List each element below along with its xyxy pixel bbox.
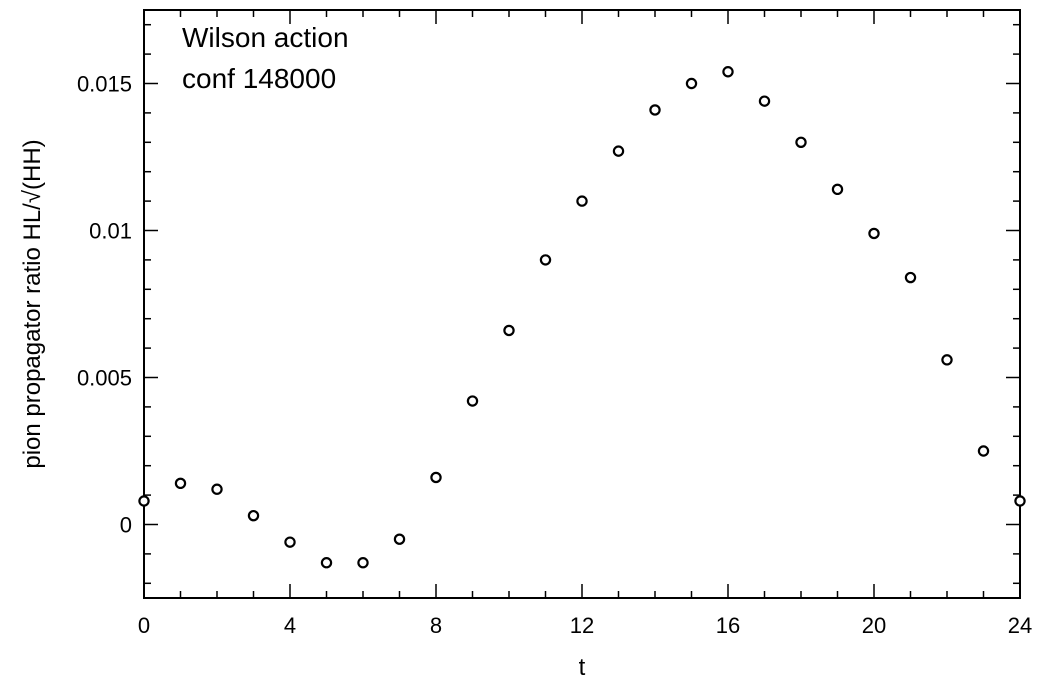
x-tick-label: 8 [430,613,442,638]
data-point [430,471,442,484]
x-tick-label: 12 [570,613,594,638]
data-point [174,477,187,490]
y-tick-label: 0.01 [89,219,132,244]
y-tick-label: 0 [120,513,132,538]
data-point [904,271,917,284]
data-point [977,445,990,457]
data-point [211,483,223,495]
data-point [941,354,953,366]
x-tick-label: 0 [138,613,150,638]
x-tick-label: 24 [1008,613,1032,638]
data-point [503,324,515,337]
data-point [284,536,296,548]
data-point [649,104,661,116]
data-point [758,95,771,107]
x-tick-label: 4 [284,613,296,638]
data-point [1014,495,1026,507]
data-point [831,183,844,196]
data-point [685,77,698,90]
plot-frame [143,9,1021,599]
axis-ticks [143,10,1021,598]
data-point [138,495,150,507]
data-point [795,136,807,148]
y-tick-label: 0.015 [77,72,132,97]
data-point [539,254,552,266]
y-axis-title: pion propagator ratio HL/√(HH) [19,139,46,468]
data-point [393,533,406,545]
annotation-line-1: Wilson action [182,22,349,53]
data-point [576,195,588,207]
data-point [320,557,333,569]
plot-axes [143,9,1021,599]
tick-labels: 0 4 8 12 16 20 24 0 0.005 0.01 0.015 [77,72,1032,639]
x-tick-label: 20 [862,613,886,638]
data-point [722,66,734,78]
data-point [612,145,625,157]
x-tick-label: 16 [716,613,740,638]
data-point [466,395,479,407]
annotation-line-2: conf 148000 [182,63,336,94]
data-points [138,66,1026,569]
y-tick-label: 0.005 [77,366,132,391]
x-axis-title: t [579,654,586,681]
data-point [868,227,880,240]
data-point [357,557,369,569]
data-point [247,509,260,522]
